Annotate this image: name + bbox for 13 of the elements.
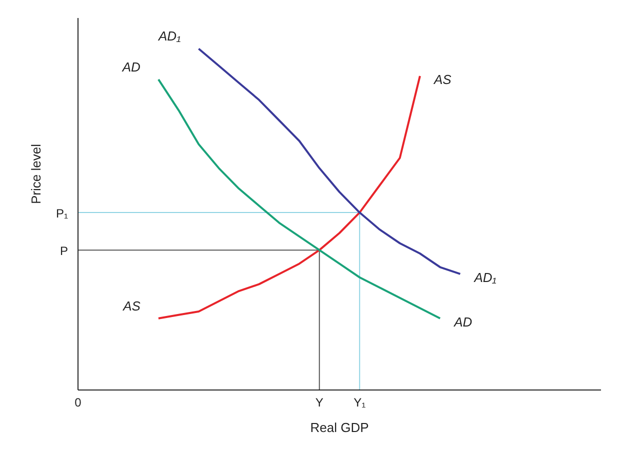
y-axis-title: Price level — [28, 144, 44, 204]
series-label: P₁ — [56, 206, 68, 221]
text: AS — [123, 298, 140, 314]
x-tick-label: 0 — [74, 396, 82, 410]
x-tick-label: Y — [315, 396, 324, 410]
text: AD — [122, 59, 140, 74]
series-label: P — [60, 244, 68, 258]
series-label: AS — [432, 72, 452, 88]
series-label: AD₁ — [473, 270, 496, 285]
x-axis-title: Real GDP — [310, 420, 369, 435]
text: AD₁ — [158, 28, 181, 44]
series-label: AD — [453, 314, 472, 330]
x-tick-label: Y₁ — [354, 396, 366, 410]
